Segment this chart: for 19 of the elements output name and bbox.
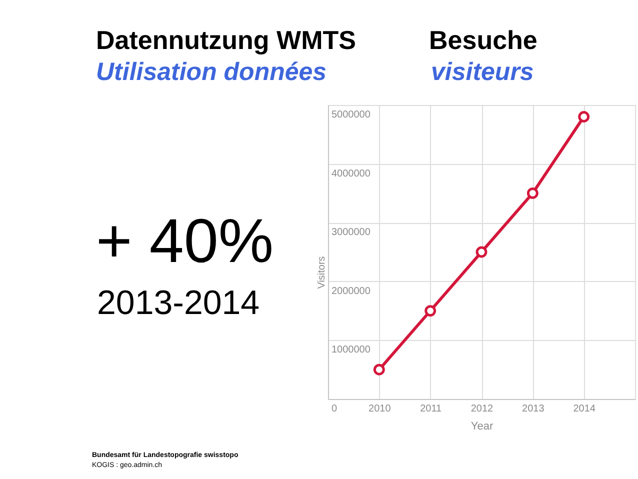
x-tick-label: 2010 (368, 404, 392, 414)
y-tick-label: 0 (332, 404, 338, 414)
x-tick-label: 2013 (522, 404, 545, 414)
text: Besuche (429, 25, 538, 55)
y-tick-label: 4000000 (332, 168, 371, 180)
chart-title: Datennutzung WMTS (96, 25, 356, 55)
text: 2013-2014 (97, 284, 260, 322)
x-tick-label: 2012 (470, 404, 494, 414)
x-tick-label: 2014 (573, 404, 596, 414)
y-tick-label: 5000000 (332, 110, 371, 120)
chart-subtitle: Utilisation données (96, 58, 327, 86)
y-tick-label: 2000000 (332, 286, 371, 297)
text: + 40% (96, 207, 274, 276)
text: visiteurs (431, 58, 534, 86)
x-axis-title: Year (470, 420, 494, 432)
y-tick-label: 3000000 (332, 227, 371, 238)
y-tick-label: 1000000 (332, 344, 371, 356)
y-axis-title: Visitors (316, 256, 328, 289)
x-tick-label: 2011 (420, 404, 442, 414)
